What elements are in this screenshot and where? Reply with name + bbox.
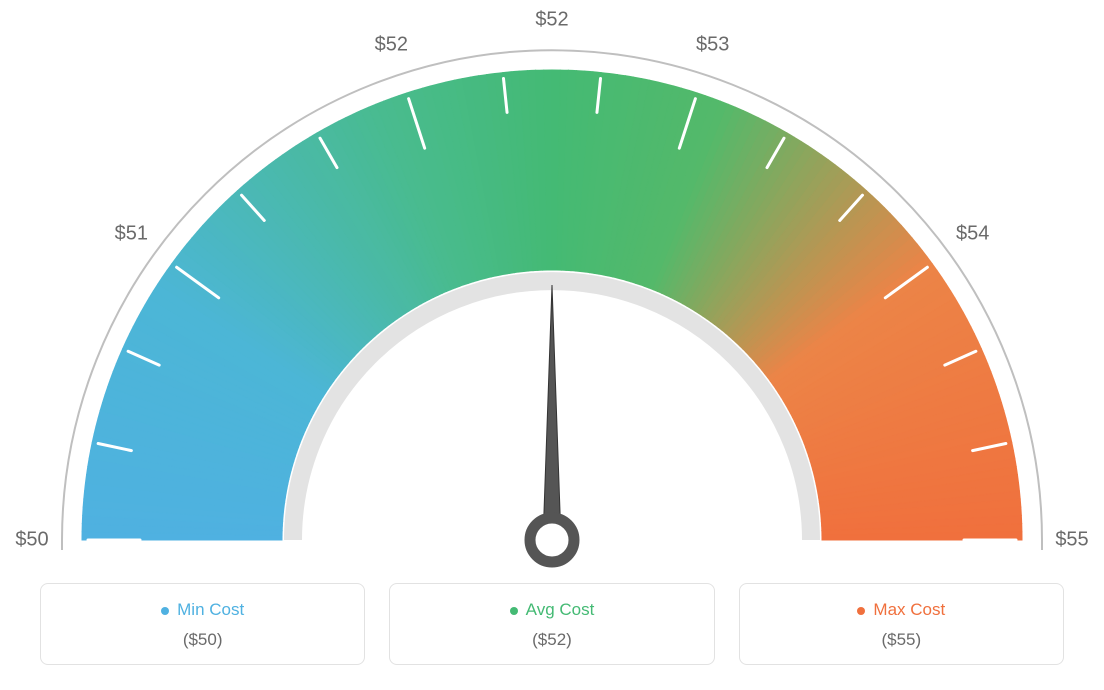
legend-value-min: ($50): [51, 630, 354, 650]
legend-label-min-text: Min Cost: [177, 600, 244, 619]
legend-value-avg: ($52): [400, 630, 703, 650]
legend-card-min: Min Cost ($50): [40, 583, 365, 665]
tick-label: $53: [696, 34, 729, 57]
legend-label-avg: Avg Cost: [400, 600, 703, 620]
legend-card-max: Max Cost ($55): [739, 583, 1064, 665]
legend-label-min: Min Cost: [51, 600, 354, 620]
legend-label-max: Max Cost: [750, 600, 1053, 620]
legend-dot-min: [161, 607, 169, 615]
tick-label: $51: [115, 223, 148, 246]
legend-label-avg-text: Avg Cost: [526, 600, 595, 619]
tick-label: $52: [375, 34, 408, 57]
tick-label: $52: [535, 9, 568, 32]
tick-label: $50: [15, 529, 48, 552]
cost-gauge-chart: $50 $51 $52 $52 $53 $54 $55 Min Cost ($50) Avg…: [0, 0, 1104, 690]
legend-dot-avg: [510, 607, 518, 615]
gauge-svg: [0, 0, 1104, 580]
legend-dot-max: [857, 607, 865, 615]
legend-value-max: ($55): [750, 630, 1053, 650]
legend-row: Min Cost ($50) Avg Cost ($52) Max Cost (…: [40, 583, 1064, 665]
legend-card-avg: Avg Cost ($52): [389, 583, 714, 665]
tick-label: $55: [1055, 529, 1088, 552]
legend-label-max-text: Max Cost: [873, 600, 945, 619]
tick-label: $54: [956, 223, 989, 246]
gauge-area: $50 $51 $52 $52 $53 $54 $55: [0, 0, 1104, 560]
